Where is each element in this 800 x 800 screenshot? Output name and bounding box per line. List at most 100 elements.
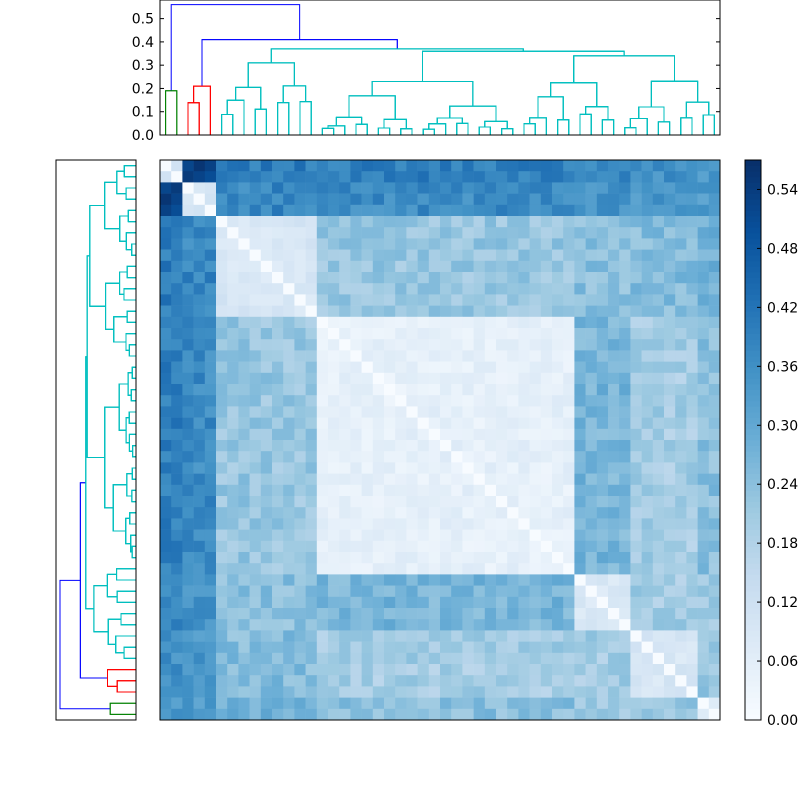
heatmap-cell: [361, 372, 374, 385]
dendrogram-link: [573, 55, 675, 83]
dendrogram-link: [501, 128, 514, 135]
heatmap-cell: [529, 664, 542, 676]
heatmap-cell: [305, 451, 318, 463]
heatmap-cell: [675, 708, 687, 721]
dendrogram-link: [125, 187, 136, 200]
heatmap-cell: [384, 507, 396, 519]
heatmap-cell: [260, 440, 273, 452]
heatmap-cell: [238, 350, 250, 362]
heatmap-cell: [216, 585, 228, 598]
heatmap-cell: [708, 395, 721, 407]
heatmap-cell: [563, 462, 575, 474]
heatmap-cell: [585, 697, 598, 710]
heatmap-cell: [283, 675, 295, 687]
heatmap-cell: [260, 417, 273, 430]
heatmap-cell: [339, 585, 351, 598]
heatmap-cell: [507, 484, 519, 497]
heatmap-cell: [328, 316, 340, 329]
heatmap-cell: [608, 260, 620, 273]
heatmap-cell: [372, 664, 385, 676]
dendrogram-link: [557, 119, 570, 135]
heatmap-cell: [272, 540, 284, 553]
heatmap-cell: [216, 193, 228, 206]
heatmap-cell: [675, 451, 687, 463]
dendrogram-link: [112, 484, 127, 532]
heatmap-cell: [574, 641, 586, 654]
heatmap-cell: [160, 193, 172, 206]
heatmap-cell: [608, 675, 620, 687]
heatmap-cell: [171, 193, 183, 206]
dendrogram-link: [116, 680, 136, 693]
heatmap-cell: [328, 171, 340, 183]
heatmap-cell: [462, 372, 474, 385]
heatmap-cell: [406, 473, 418, 486]
top-dendrogram-tick-label: 0.1: [132, 105, 154, 121]
heatmap-cell: [305, 428, 318, 441]
heatmap-cell: [652, 451, 665, 463]
dendrogram-link: [126, 310, 136, 323]
heatmap-cell: [708, 350, 721, 362]
heatmap-cell: [686, 507, 698, 519]
heatmap-cell: [451, 395, 463, 407]
heatmap-cell: [294, 406, 306, 418]
heatmap-cell: [272, 216, 284, 228]
heatmap-cell: [328, 372, 340, 385]
colorbar-swatch: [745, 563, 761, 570]
dendrogram-link: [132, 445, 136, 458]
heatmap-cell: [540, 518, 553, 530]
heatmap-cell: [664, 204, 676, 217]
dendrogram-link: [130, 534, 136, 553]
heatmap-cell: [372, 216, 385, 228]
heatmap-cell: [608, 182, 620, 194]
dendrogram-link: [131, 489, 136, 503]
heatmap-cell: [328, 339, 340, 351]
heatmap-cell: [697, 294, 710, 306]
heatmap-cell: [697, 372, 710, 385]
heatmap-cell: [484, 316, 497, 329]
heatmap-cell: [664, 675, 676, 687]
heatmap-cell: [395, 563, 407, 575]
heatmap-cell: [272, 428, 284, 441]
heatmap-cell: [350, 652, 362, 665]
heatmap-cell: [440, 496, 452, 508]
heatmap-cell: [350, 630, 362, 642]
heatmap-cell: [406, 372, 418, 385]
heatmap-cell: [204, 484, 217, 497]
heatmap-cell: [451, 294, 463, 306]
heatmap-cell: [406, 619, 418, 631]
heatmap-cell: [283, 529, 295, 542]
heatmap-cell: [641, 171, 654, 183]
heatmap-cell: [328, 384, 340, 396]
heatmap-cell: [339, 619, 351, 631]
colorbar-swatch: [745, 165, 761, 172]
heatmap-cell: [361, 652, 374, 665]
heatmap-cell: [641, 182, 654, 194]
heatmap-cell: [708, 619, 721, 631]
heatmap-cell: [216, 260, 228, 273]
heatmap-cell: [193, 193, 206, 206]
heatmap-cell: [216, 664, 228, 676]
heatmap-cell: [216, 552, 228, 564]
heatmap-cell: [552, 619, 564, 631]
heatmap-cell: [305, 227, 318, 239]
heatmap-cell: [272, 574, 284, 586]
heatmap-cell: [238, 529, 250, 542]
dendrogram-link: [131, 243, 136, 256]
heatmap-cell: [160, 406, 172, 418]
heatmap-cell: [428, 686, 441, 698]
heatmap-cell: [675, 171, 687, 183]
dendrogram-link: [116, 170, 127, 195]
heatmap-cell: [518, 518, 530, 530]
heatmap-cell: [249, 272, 262, 284]
heatmap-cell: [496, 216, 508, 228]
colorbar-swatch: [745, 647, 761, 654]
heatmap-cell: [160, 160, 172, 172]
heatmap-cell: [171, 608, 183, 620]
heatmap-cell: [608, 395, 620, 407]
heatmap-cell: [272, 339, 284, 351]
dendrogram-link: [348, 95, 396, 120]
heatmap-cell: [339, 417, 351, 430]
heatmap-cell: [529, 249, 542, 262]
heatmap-cell: [406, 563, 418, 575]
dendrogram-link: [557, 119, 570, 135]
